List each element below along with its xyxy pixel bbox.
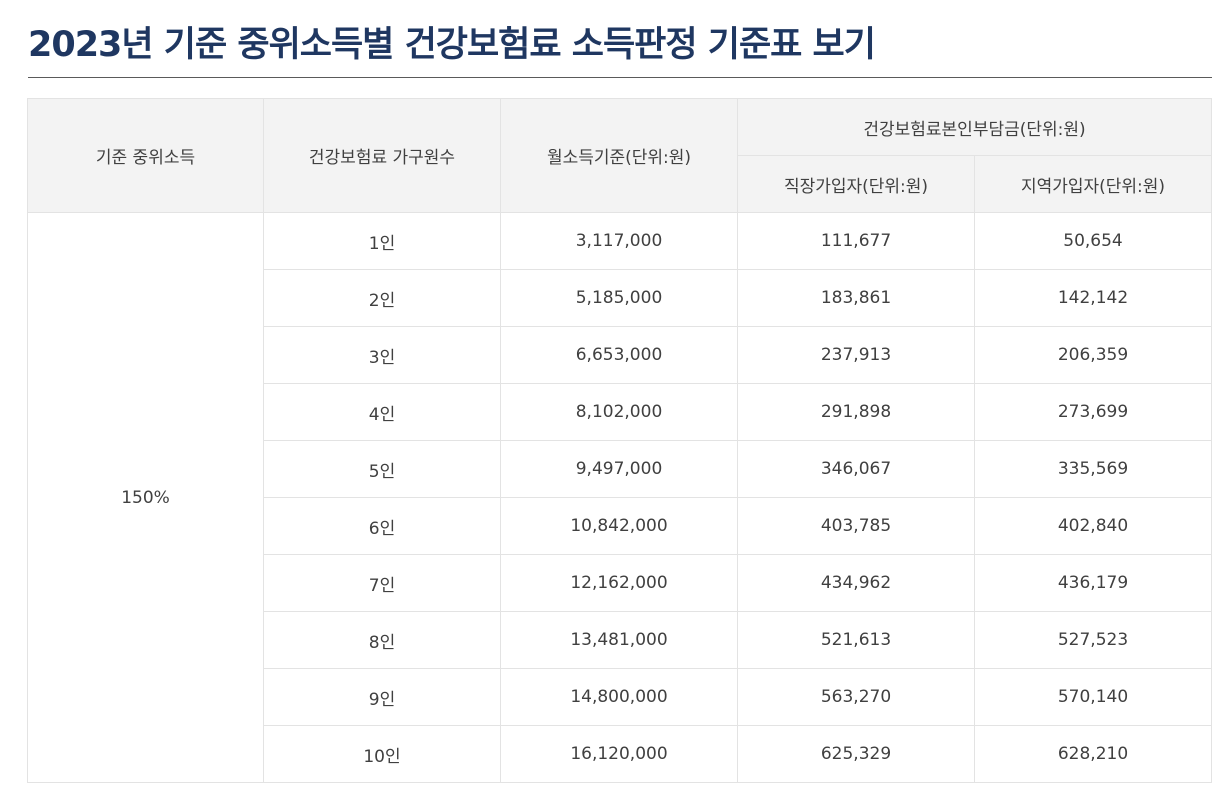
monthly-income-cell: 9,497,000 bbox=[500, 440, 738, 498]
monthly-income-cell: 13,481,000 bbox=[500, 611, 738, 669]
header-employee: 직장가입자(단위:원) bbox=[737, 155, 975, 213]
header-median-income: 기준 중위소득 bbox=[27, 98, 264, 213]
table-row: 10인 16,120,000 625,329 628,210 bbox=[28, 725, 1212, 783]
household-cell: 3인 bbox=[263, 326, 501, 384]
regional-premium-cell: 570,140 bbox=[974, 668, 1212, 726]
income-criteria-table: 기준 중위소득 건강보험료 가구원수 월소득기준(단위:원) 건강보험료본인부담… bbox=[27, 98, 1212, 783]
household-cell: 2인 bbox=[263, 269, 501, 327]
table-row: 7인 12,162,000 434,962 436,179 bbox=[28, 554, 1212, 612]
monthly-income-cell: 12,162,000 bbox=[500, 554, 738, 612]
table-row: 150% 1인 3,117,000 111,677 50,654 bbox=[27, 212, 1212, 783]
household-cell: 5인 bbox=[263, 440, 501, 498]
household-cell: 10인 bbox=[263, 725, 501, 783]
table-row: 8인 13,481,000 521,613 527,523 bbox=[28, 611, 1212, 669]
table-header: 기준 중위소득 건강보험료 가구원수 월소득기준(단위:원) 건강보험료본인부담… bbox=[27, 98, 1212, 213]
household-cell: 7인 bbox=[263, 554, 501, 612]
header-household-size: 건강보험료 가구원수 bbox=[263, 98, 501, 213]
monthly-income-cell: 6,653,000 bbox=[500, 326, 738, 384]
regional-premium-cell: 527,523 bbox=[974, 611, 1212, 669]
header-monthly-income: 월소득기준(단위:원) bbox=[500, 98, 738, 213]
regional-premium-cell: 335,569 bbox=[974, 440, 1212, 498]
employee-premium-cell: 183,861 bbox=[737, 269, 975, 327]
employee-premium-cell: 563,270 bbox=[737, 668, 975, 726]
monthly-income-cell: 5,185,000 bbox=[500, 269, 738, 327]
table-row: 4인 8,102,000 291,898 273,699 bbox=[28, 383, 1212, 441]
title-divider bbox=[28, 77, 1212, 78]
employee-premium-cell: 434,962 bbox=[737, 554, 975, 612]
monthly-income-cell: 14,800,000 bbox=[500, 668, 738, 726]
header-row-1: 기준 중위소득 건강보험료 가구원수 월소득기준(단위:원) 건강보험료본인부담… bbox=[27, 98, 1212, 213]
monthly-income-cell: 16,120,000 bbox=[500, 725, 738, 783]
employee-premium-cell: 625,329 bbox=[737, 725, 975, 783]
employee-premium-cell: 291,898 bbox=[737, 383, 975, 441]
header-row-2: 직장가입자(단위:원) 지역가입자(단위:원) bbox=[28, 155, 1212, 213]
median-income-cell: 150% bbox=[27, 212, 264, 783]
monthly-income-cell: 8,102,000 bbox=[500, 383, 738, 441]
page-title: 2023년 기준 중위소득별 건강보험료 소득판정 기준표 보기 bbox=[28, 25, 876, 65]
table-row: 3인 6,653,000 237,913 206,359 bbox=[28, 326, 1212, 384]
employee-premium-cell: 521,613 bbox=[737, 611, 975, 669]
household-cell: 9인 bbox=[263, 668, 501, 726]
header-regional: 지역가입자(단위:원) bbox=[974, 155, 1212, 213]
table-row: 9인 14,800,000 563,270 570,140 bbox=[28, 668, 1212, 726]
regional-premium-cell: 436,179 bbox=[974, 554, 1212, 612]
monthly-income-cell: 3,117,000 bbox=[500, 212, 738, 270]
table-row: 2인 5,185,000 183,861 142,142 bbox=[28, 269, 1212, 327]
table-row: 5인 9,497,000 346,067 335,569 bbox=[28, 440, 1212, 498]
household-cell: 4인 bbox=[263, 383, 501, 441]
header-premium-group: 건강보험료본인부담금(단위:원) bbox=[737, 98, 1212, 156]
regional-premium-cell: 273,699 bbox=[974, 383, 1212, 441]
employee-premium-cell: 403,785 bbox=[737, 497, 975, 555]
regional-premium-cell: 50,654 bbox=[974, 212, 1212, 270]
employee-premium-cell: 346,067 bbox=[737, 440, 975, 498]
monthly-income-cell: 10,842,000 bbox=[500, 497, 738, 555]
employee-premium-cell: 111,677 bbox=[737, 212, 975, 270]
regional-premium-cell: 402,840 bbox=[974, 497, 1212, 555]
employee-premium-cell: 237,913 bbox=[737, 326, 975, 384]
regional-premium-cell: 628,210 bbox=[974, 725, 1212, 783]
table-body: 150% 1인 3,117,000 111,677 50,654 2인 5,185,000 1… bbox=[27, 212, 1212, 783]
household-cell: 8인 bbox=[263, 611, 501, 669]
table-row: 6인 10,842,000 403,785 402,840 bbox=[28, 497, 1212, 555]
regional-premium-cell: 206,359 bbox=[974, 326, 1212, 384]
household-cell: 1인 bbox=[263, 212, 501, 270]
household-cell: 6인 bbox=[263, 497, 501, 555]
regional-premium-cell: 142,142 bbox=[974, 269, 1212, 327]
